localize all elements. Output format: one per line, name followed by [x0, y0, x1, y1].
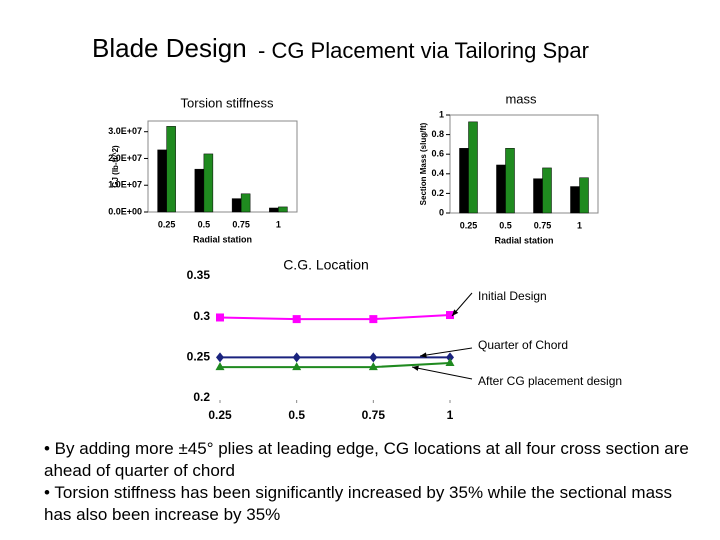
bar [579, 177, 589, 214]
y-axis-label: Section Mass (slug/ft) [419, 122, 428, 205]
chart-title: Torsion stiffness [181, 95, 274, 110]
y-tick-label: 0.2 [431, 188, 444, 198]
arrow-head [452, 309, 459, 316]
x-tick-label: 0.25 [158, 219, 176, 229]
chart-title: mass [505, 91, 537, 106]
bar [278, 206, 288, 213]
bar [194, 168, 205, 213]
x-tick-label: 1 [276, 219, 281, 229]
bar [166, 126, 176, 213]
bar [269, 207, 279, 213]
x-tick-label: 0.25 [208, 408, 232, 422]
x-tick-label: 0.75 [534, 220, 552, 230]
marker [216, 313, 224, 322]
y-tick-label: 0.25 [187, 350, 211, 364]
marker [215, 362, 225, 371]
marker [369, 315, 378, 324]
arrow-head [420, 352, 427, 358]
y-tick-label: 0.2 [193, 390, 210, 404]
x-tick-label: 0.5 [288, 408, 305, 422]
bullet-list: • By adding more ±45° plies at leading e… [44, 438, 704, 526]
x-tick-label: 0.5 [499, 220, 512, 230]
marker [216, 352, 224, 363]
plot-frame [147, 120, 298, 213]
bar [542, 167, 552, 214]
y-tick-label: 3.0E+07 [108, 126, 142, 136]
callout-arrow [411, 366, 473, 380]
y-tick-label: 0.35 [187, 268, 211, 282]
marker [292, 315, 301, 324]
marker [292, 352, 301, 363]
chart-title: C.G. Location [283, 257, 369, 273]
marker [368, 362, 378, 371]
series-callout: Initial Design [478, 289, 547, 303]
y-axis-label: GJ (lb-ft^2) [111, 145, 120, 188]
y-tick-label: 0.3 [193, 309, 210, 323]
bar [459, 148, 469, 214]
bar [496, 164, 506, 214]
bar [468, 121, 478, 214]
y-tick-label: 1.0E+07 [108, 180, 142, 190]
title-main: Blade Design [92, 33, 247, 63]
y-tick-label: 1 [439, 109, 444, 119]
bar [570, 186, 580, 214]
bullet: • By adding more ±45° plies at leading e… [44, 439, 689, 480]
plot-frame [449, 114, 599, 214]
bar [533, 178, 543, 214]
marker [445, 358, 455, 367]
marker [292, 362, 302, 371]
marker [369, 352, 378, 363]
x-tick-label: 1 [577, 220, 582, 230]
arrow-head [412, 365, 419, 371]
callout-arrow [419, 347, 473, 357]
bar [505, 148, 515, 214]
y-tick-label: 0.0E+00 [108, 206, 142, 216]
y-tick-label: 0.4 [431, 168, 444, 178]
x-tick-label: 0.5 [198, 219, 211, 229]
bar [203, 153, 214, 213]
bar [157, 149, 167, 213]
series-line [219, 314, 451, 321]
title-sub: - CG Placement via Tailoring Spar [258, 38, 589, 63]
x-tick-label: 0.75 [362, 408, 386, 422]
x-tick-label: 0.75 [232, 219, 250, 229]
y-tick-label: 0 [439, 207, 444, 217]
series-callout: After CG placement design [478, 374, 622, 388]
bar [231, 198, 242, 213]
x-tick-label: 1 [447, 408, 454, 422]
bullet: • Torsion stiffness has been significant… [44, 483, 673, 524]
marker [446, 311, 454, 320]
series-callout: Quarter of Chord [478, 338, 568, 352]
y-tick-label: 0.6 [431, 149, 444, 159]
x-axis-label: Radial station [193, 234, 252, 244]
bar [240, 193, 251, 213]
x-tick-label: 0.25 [460, 220, 478, 230]
series-line [220, 362, 451, 369]
y-tick-label: 2.0E+07 [108, 153, 142, 163]
marker [446, 352, 454, 363]
x-axis-label: Radial station [494, 235, 553, 245]
y-tick-label: 0.8 [431, 129, 444, 139]
